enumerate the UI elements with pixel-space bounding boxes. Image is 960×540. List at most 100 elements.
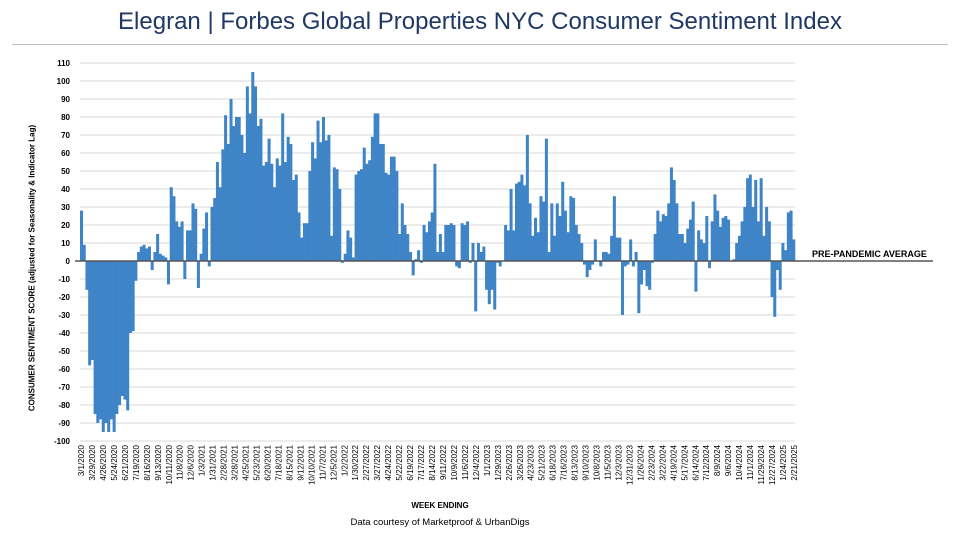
bar (433, 163, 437, 261)
bar (588, 261, 592, 270)
bar (667, 203, 671, 261)
bar (444, 225, 448, 261)
bar (256, 126, 260, 261)
bar (387, 174, 391, 261)
bar (327, 135, 331, 261)
bar (460, 223, 464, 261)
x-tick-label: 7/18/2021 (274, 444, 283, 480)
bar (166, 261, 171, 285)
bar (156, 234, 160, 261)
y-tick-label: -60 (58, 365, 70, 374)
bar (591, 261, 595, 265)
y-tick-label: 50 (61, 167, 70, 176)
bar (232, 126, 236, 261)
bar (381, 144, 385, 261)
bar (360, 169, 364, 261)
bar (139, 246, 143, 261)
bar (463, 225, 467, 261)
y-tick-label: -20 (58, 293, 70, 302)
bar (642, 261, 646, 270)
y-tick-label: 80 (61, 113, 70, 122)
x-tick-label: 11/6/2022 (461, 444, 470, 480)
bar (653, 234, 657, 261)
bar (713, 194, 717, 261)
bar (466, 221, 470, 261)
y-tick-label: 90 (61, 95, 70, 104)
bar (351, 257, 355, 261)
y-tick-label: -50 (58, 347, 70, 356)
bar (593, 239, 597, 261)
y-tick-label: -80 (58, 401, 70, 410)
y-tick-label: -70 (58, 383, 70, 392)
y-tick-label: 60 (61, 149, 70, 158)
bar (493, 261, 497, 310)
bar (699, 239, 703, 261)
bar (373, 113, 377, 262)
bar (96, 261, 100, 423)
x-tick-label: 5/23/2021 (253, 444, 262, 480)
bar (343, 253, 347, 261)
bar (512, 230, 516, 261)
bar (234, 117, 238, 261)
x-tick-label: 2/26/2023 (505, 444, 514, 480)
bar (379, 144, 383, 261)
title-divider (12, 44, 948, 45)
bar (172, 196, 176, 261)
bar (161, 255, 165, 261)
bar (316, 120, 320, 261)
bar (137, 252, 141, 261)
bar (340, 261, 345, 263)
bar (302, 223, 306, 261)
bar (253, 86, 258, 262)
bar (536, 232, 540, 261)
bar (281, 113, 285, 262)
x-tick-label: 12/6/2020 (187, 444, 196, 480)
bar (528, 203, 532, 261)
bar (482, 246, 486, 261)
bar (109, 261, 113, 420)
bar (286, 136, 290, 261)
bar (221, 149, 225, 261)
bar (539, 196, 543, 261)
bar (321, 117, 325, 261)
bar (775, 261, 779, 270)
bar (368, 160, 372, 261)
bar (164, 257, 168, 261)
bar (131, 261, 135, 332)
bar (389, 156, 393, 261)
bar (93, 261, 97, 414)
bar (455, 261, 459, 267)
bar (708, 261, 712, 269)
x-tick-label: 4/24/2022 (384, 444, 393, 480)
bar (566, 232, 570, 261)
x-tick-label: 3/1/2020 (77, 444, 86, 476)
bar (756, 221, 760, 261)
x-tick-label: 12/27/2024 (768, 444, 777, 485)
bar (237, 117, 241, 261)
x-tick-label: 7/19/2020 (132, 444, 141, 480)
bar (517, 181, 521, 261)
bar (240, 135, 244, 261)
x-tick-label: 6/19/2022 (406, 444, 415, 480)
y-axis-title: CONSUMER SENTIMENT SCORE (adjusted for S… (27, 124, 37, 412)
x-tick-label: 7/12/2024 (702, 444, 711, 480)
bar (664, 216, 668, 261)
bar (199, 253, 203, 261)
bar (259, 118, 263, 261)
x-tick-label: 2/27/2022 (362, 444, 371, 480)
bar (485, 261, 489, 290)
bar (580, 243, 584, 261)
x-tick-label: 12/4/2022 (472, 444, 481, 480)
y-tick-label: 20 (61, 221, 70, 230)
bar (90, 261, 94, 360)
bar (398, 234, 402, 261)
x-tick-label: 9/11/2022 (439, 444, 448, 480)
bar (262, 165, 266, 261)
bar (332, 167, 336, 261)
bar (669, 167, 673, 261)
bar (365, 163, 369, 261)
bar (243, 153, 247, 261)
bar (474, 261, 478, 312)
bar (153, 252, 157, 261)
y-tick-label: 30 (61, 203, 70, 212)
